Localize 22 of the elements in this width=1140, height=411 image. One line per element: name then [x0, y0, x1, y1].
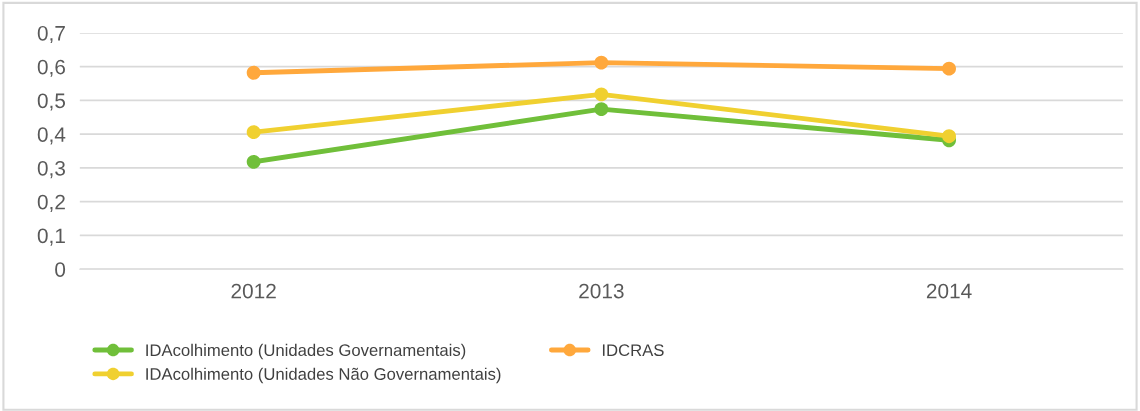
- point: [594, 87, 609, 102]
- y-tick-label: 0,5: [37, 93, 66, 111]
- point: [246, 65, 261, 80]
- point: [594, 55, 609, 70]
- point: [942, 129, 956, 144]
- legend-label: IDCRAS: [602, 344, 664, 357]
- y-tick-label: 0,6: [37, 59, 65, 77]
- y-tick-label: 0,1: [37, 228, 65, 246]
- x-tick-label: 2012: [231, 283, 276, 299]
- y-tick-label: 0,4: [37, 127, 66, 145]
- point: [594, 102, 609, 117]
- y-tick-label: 0: [55, 262, 66, 277]
- point: [246, 125, 261, 140]
- x-tick-label: 2013: [579, 283, 624, 299]
- point: [246, 154, 261, 169]
- point: [942, 61, 956, 76]
- y-tick-label: 0,2: [37, 194, 65, 212]
- legend-label: IDAcolhimento (Unidades Governamentais): [146, 343, 466, 360]
- x-tick-label: 2014: [926, 283, 972, 299]
- y-tick-label: 0,7: [37, 25, 65, 44]
- legend-label: IDAcolhimento (Unidades Não Governamentais): [146, 367, 501, 384]
- y-tick-label: 0,3: [37, 160, 65, 179]
